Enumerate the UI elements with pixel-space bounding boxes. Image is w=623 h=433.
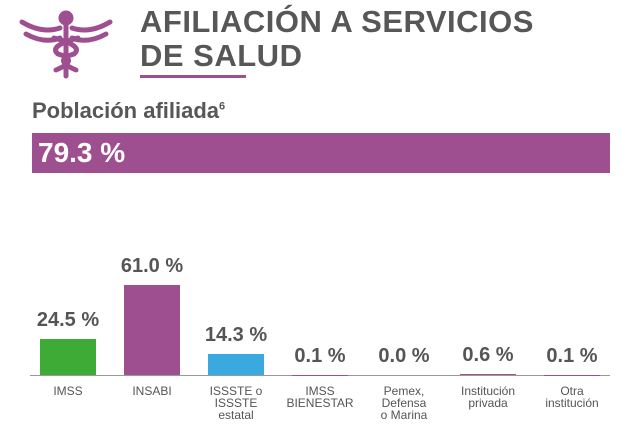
footnote-ref: 6 (219, 100, 226, 113)
x-tick-label: INSABI (132, 384, 172, 398)
health-icon (19, 10, 113, 79)
value-label: 0.1 % (546, 344, 598, 367)
value-label: 61.0 % (120, 254, 184, 277)
population-heading: Población afiliada6 (32, 98, 225, 124)
population-banner: 79.3 % (32, 133, 610, 173)
value-label: 14.3 % (204, 323, 268, 346)
baseline (30, 375, 610, 376)
x-tick-label: Pemex, Defensa o Marina (380, 384, 428, 422)
title-line: DE SALUD (140, 38, 303, 73)
bar (460, 374, 516, 375)
population-label: Población afiliada (32, 98, 220, 123)
value-label: 0.1 % (294, 344, 346, 367)
x-tick-label: IMSS BIENESTAR (286, 384, 354, 410)
x-tick-label: Institución privada (460, 384, 516, 410)
bar (208, 353, 264, 375)
population-value: 79.3 % (38, 137, 126, 168)
x-tick-label: ISSSTE o ISSSTE estatal (209, 384, 263, 422)
value-label: 0.0 % (378, 345, 430, 367)
value-label: 24.5 % (36, 308, 100, 331)
value-label: 0.6 % (462, 344, 514, 367)
x-tick-label: Otra institución (545, 384, 599, 410)
x-tick-label: IMSS (53, 384, 83, 398)
bar (40, 338, 96, 375)
bar (124, 284, 180, 375)
title-underline (140, 75, 246, 78)
title-line: AFILIACIÓN A SERVICIOS (140, 4, 534, 39)
